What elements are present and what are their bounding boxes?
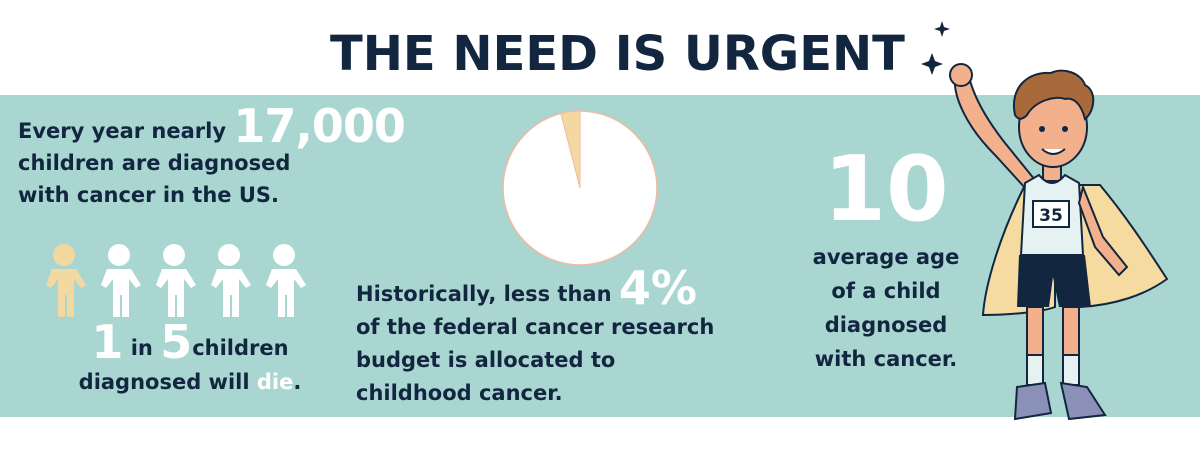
stat-ratio-in: in [123,336,161,360]
stat-children-line3: with cancer in the US. [18,183,279,207]
hair [1012,69,1095,121]
budget-pie-chart [502,110,658,266]
stat-budget-line2: of the federal cancer research [356,315,715,339]
smile [1041,148,1066,155]
stat-age-text: average age of a child diagnosed with ca… [786,240,986,376]
stat-budget-number: 4% [618,261,697,315]
stat-children-diagnosed: Every year nearly 17,000 children are di… [18,103,418,211]
page-title: THE NEED IS URGENT [330,26,905,82]
fist [949,63,973,87]
stat-one-in-five: 1 in 5children diagnosed will die. [40,319,340,399]
eye [1039,126,1045,132]
stat-ratio-num1: 1 [91,315,124,369]
stat-ratio-children: children [192,336,289,360]
sparkle-icon [921,21,950,75]
shoe [1013,381,1053,421]
child-icon [266,244,306,317]
shorts [1017,255,1091,307]
eye [1062,126,1068,132]
stat-age-line2: of a child [831,279,941,303]
superhero-boy-illustration: 35 [921,21,1169,421]
child-icon [101,244,141,317]
stat-budget-prefix: Historically, less than [356,282,619,306]
stat-age-line4: with cancer. [814,347,958,371]
stat-budget-line4: childhood cancer. [356,381,563,405]
child-icon-highlighted [46,244,86,317]
children-icons [46,244,306,317]
stat-children-prefix: Every year nearly [18,119,234,143]
stat-ratio-die: die [256,370,294,394]
stat-children-line2: children are diagnosed [18,151,291,175]
stat-ratio-period: . [293,370,302,394]
stat-budget: Historically, less than 4% of the federa… [356,265,756,410]
stat-age-line3: diagnosed [824,313,948,337]
child-icon [211,244,251,317]
sock [1026,354,1044,386]
child-icon [156,244,196,317]
stat-budget-line3: budget is allocated to [356,348,616,372]
lower-arm [1077,183,1129,277]
race-bib [1032,200,1070,228]
stat-ratio-num2: 5 [160,315,193,369]
stat-children-number: 17,000 [233,99,406,153]
bib-number: 35 [1039,206,1063,226]
pie-slice-childhood-cancer [560,110,581,189]
sock [1062,354,1080,386]
stat-age-line1: average age [812,245,960,269]
stat-age-number: 10 [823,137,949,242]
shoe [1059,381,1107,421]
stat-ratio-line2: diagnosed will [78,370,257,394]
